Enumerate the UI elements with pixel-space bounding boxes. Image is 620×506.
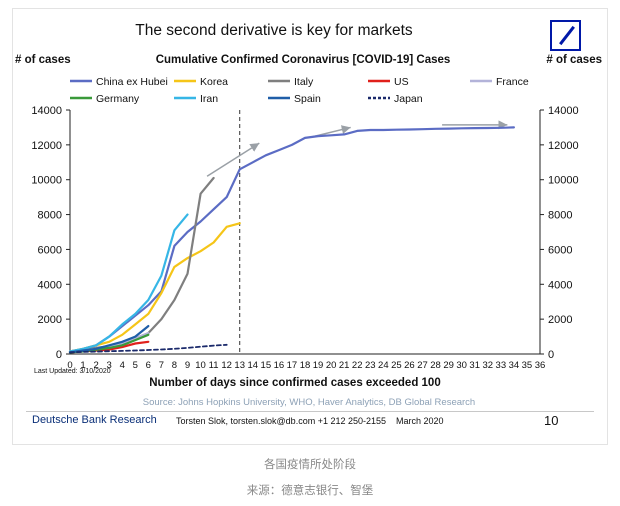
trend-arrow xyxy=(206,142,260,177)
y-axis-label-right: # of cases xyxy=(546,54,602,66)
x-tick-label: 0 xyxy=(67,360,72,371)
series-lines xyxy=(68,126,516,354)
series-line-iran xyxy=(68,213,189,353)
x-tick-label: 26 xyxy=(404,360,415,371)
footer-author: Torsten Slok, torsten.slok@db.com +1 212… xyxy=(176,416,387,426)
x-tick-label: 1 xyxy=(80,360,85,371)
legend-item-iran: Iran xyxy=(174,93,218,105)
legend-label: Italy xyxy=(294,76,314,88)
legend-label: Korea xyxy=(200,76,228,88)
x-tick-label: 33 xyxy=(496,360,507,371)
x-tick-label: 27 xyxy=(417,360,428,371)
x-tick-label: 19 xyxy=(313,360,324,371)
x-tick-label: 36 xyxy=(535,360,546,371)
x-tick-label: 28 xyxy=(430,360,441,371)
x-tick-label: 16 xyxy=(274,360,285,371)
footer-bank-name: Deutsche Bank Research xyxy=(32,414,157,426)
legend-label: China ex Hubei xyxy=(96,76,168,88)
y-tick-label-left: 2000 xyxy=(38,314,62,326)
legend-label: US xyxy=(394,76,409,88)
x-tick-label: 21 xyxy=(339,360,350,371)
y-tick-label-left: 8000 xyxy=(38,210,62,222)
x-tick-label: 11 xyxy=(209,360,219,371)
series-line-china-ex-hubei xyxy=(68,126,516,353)
x-tick-label: 5 xyxy=(133,360,138,371)
legend-label: France xyxy=(496,76,529,88)
x-tick-label: 12 xyxy=(221,360,232,371)
legend-item-us: US xyxy=(368,76,409,88)
x-tick-label: 24 xyxy=(378,360,389,371)
legend-item-italy: Italy xyxy=(268,76,314,88)
x-tick-label: 4 xyxy=(120,360,125,371)
x-tick-label: 8 xyxy=(172,360,177,371)
trend-arrows xyxy=(206,120,508,177)
legend: China ex Hubei Korea Italy US France Germany I… xyxy=(70,76,529,105)
x-tick-label: 2 xyxy=(93,360,98,371)
legend-label: Iran xyxy=(200,93,218,105)
y-tick-label-left: 6000 xyxy=(38,244,62,256)
y-tick-label-left: 14000 xyxy=(31,105,62,117)
chart-title: Cumulative Confirmed Coronavirus [COVID-… xyxy=(155,54,451,66)
x-tick-label: 7 xyxy=(159,360,164,371)
legend-item-japan: Japan xyxy=(368,93,423,105)
x-tick-label: 17 xyxy=(287,360,298,371)
x-tick-label: 10 xyxy=(195,360,206,371)
y-tick-label-left: 10000 xyxy=(31,175,62,187)
x-tick-label: 29 xyxy=(443,360,454,371)
x-tick-label: 25 xyxy=(391,360,402,371)
x-tick-label: 14 xyxy=(247,360,258,371)
x-tick-label: 13 xyxy=(234,360,245,371)
legend-item-france: France xyxy=(470,76,529,88)
series-line-spain xyxy=(68,325,150,354)
legend-item-spain: Spain xyxy=(268,93,321,105)
last-updated: Last Updated: 3/10/2020 xyxy=(34,368,111,375)
x-tick-label: 18 xyxy=(300,360,311,371)
y-tick-label-right: 14000 xyxy=(548,105,579,117)
x-tick-label: 15 xyxy=(261,360,272,371)
legend-item-korea: Korea xyxy=(174,76,228,88)
x-tick-label: 34 xyxy=(509,360,520,371)
legend-label: Germany xyxy=(96,93,140,105)
y-tick-label-right: 4000 xyxy=(548,279,572,291)
y-tick-label-right: 8000 xyxy=(548,210,572,222)
legend-label: Spain xyxy=(294,93,321,105)
source-note: Source: Johns Hopkins University, WHO, H… xyxy=(142,397,476,408)
y-tick-label-right: 2000 xyxy=(548,314,572,326)
x-tick-label: 22 xyxy=(352,360,363,371)
x-tick-label: 23 xyxy=(365,360,376,371)
legend-item-germany: Germany xyxy=(70,93,140,105)
footer-page-number: 10 xyxy=(544,413,559,428)
x-tick-label: 3 xyxy=(107,360,112,371)
y-tick-label-right: 0 xyxy=(548,349,554,361)
x-tick-label: 9 xyxy=(185,360,190,371)
y-tick-label-right: 10000 xyxy=(548,175,579,187)
headline: The second derivative is key for markets xyxy=(135,22,413,39)
series-line-japan xyxy=(69,343,228,354)
footer-divider xyxy=(26,411,594,412)
slide: The second derivative is key for markets xyxy=(12,8,608,445)
legend-label: Japan xyxy=(394,93,423,105)
y-tick-label-left: 0 xyxy=(56,349,62,361)
x-tick-label: 6 xyxy=(146,360,151,371)
x-tick-label: 31 xyxy=(469,360,480,371)
x-tick-label: 30 xyxy=(456,360,467,371)
caption-source: 来源：德意志银行、智堡 xyxy=(246,485,374,497)
y-tick-label-left: 4000 xyxy=(38,279,62,291)
series-line-italy xyxy=(68,176,215,353)
x-axis-label: Number of days since confirmed cases exc… xyxy=(149,377,440,389)
y-tick-label-right: 12000 xyxy=(548,140,579,152)
footer-date: March 2020 xyxy=(396,416,444,426)
legend-item-china-ex-hubei: China ex Hubei xyxy=(70,76,168,88)
x-tick-label: 35 xyxy=(522,360,533,371)
x-tick-label: 32 xyxy=(482,360,493,371)
caption-title: 各国疫情所处阶段 xyxy=(264,459,356,471)
deutsche-bank-logo-icon xyxy=(550,20,581,51)
y-axis-label-left: # of cases xyxy=(15,54,71,66)
x-tick-label: 20 xyxy=(326,360,337,371)
y-tick-label-right: 6000 xyxy=(548,244,572,256)
y-tick-label-left: 12000 xyxy=(31,140,62,152)
